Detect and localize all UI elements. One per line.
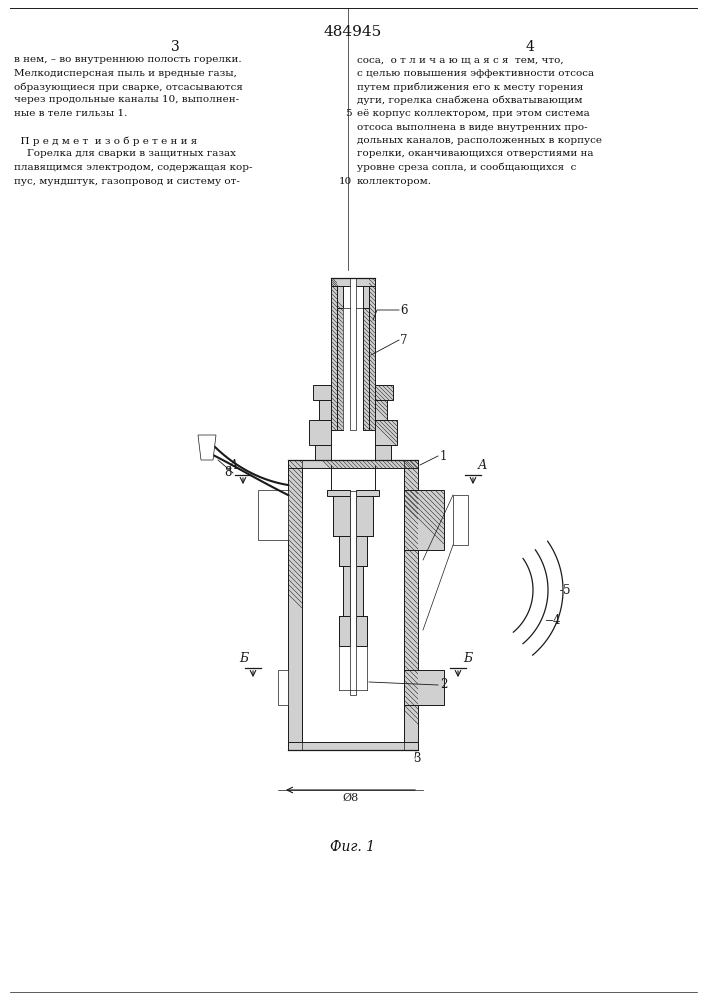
- Text: её корпус коллектором, при этом система: её корпус коллектором, при этом система: [357, 109, 590, 118]
- Bar: [278, 670, 288, 705]
- Polygon shape: [375, 400, 387, 420]
- Text: дольных каналов, расположенных в корпусе: дольных каналов, расположенных в корпусе: [357, 136, 602, 145]
- Text: А: А: [228, 459, 238, 472]
- Text: П р е д м е т  и з о б р е т е н и я: П р е д м е т и з о б р е т е н и я: [14, 136, 197, 145]
- Text: 10: 10: [339, 176, 352, 186]
- Polygon shape: [198, 435, 216, 460]
- Text: 4: 4: [525, 40, 534, 54]
- Text: отсоса выполнена в виде внутренних про-: отсоса выполнена в виде внутренних про-: [357, 122, 588, 131]
- Polygon shape: [288, 742, 418, 750]
- Text: А: А: [478, 459, 488, 472]
- Polygon shape: [315, 445, 331, 460]
- Polygon shape: [356, 616, 367, 646]
- Text: соса,  о т л и ч а ю щ а я с я  тем, что,: соса, о т л и ч а ю щ а я с я тем, что,: [357, 55, 563, 64]
- Polygon shape: [339, 616, 350, 646]
- Text: Мелкодисперсная пыль и вредные газы,: Мелкодисперсная пыль и вредные газы,: [14, 68, 237, 78]
- Bar: [453, 495, 468, 545]
- Polygon shape: [337, 278, 343, 308]
- Text: 3: 3: [170, 40, 180, 54]
- Text: пус, мундштук, газопровод и систему от-: пус, мундштук, газопровод и систему от-: [14, 176, 240, 186]
- Text: 5: 5: [346, 109, 352, 118]
- Text: 1: 1: [440, 450, 448, 462]
- Bar: [343, 308, 363, 430]
- Text: плавящимся электродом, содержащая кор-: плавящимся электродом, содержащая кор-: [14, 163, 252, 172]
- Polygon shape: [356, 566, 363, 616]
- Text: Б: Б: [239, 652, 248, 665]
- Polygon shape: [339, 536, 350, 566]
- Polygon shape: [343, 566, 350, 616]
- Text: с целью повышения эффективности отсоса: с целью повышения эффективности отсоса: [357, 68, 594, 78]
- Polygon shape: [288, 460, 418, 468]
- Text: коллектором.: коллектором.: [357, 176, 432, 186]
- Text: Горелка для сварки в защитных газах: Горелка для сварки в защитных газах: [14, 149, 236, 158]
- Polygon shape: [327, 490, 350, 496]
- Text: 7: 7: [400, 334, 407, 347]
- Bar: [350, 278, 356, 430]
- Text: 5: 5: [563, 584, 571, 596]
- Text: 3: 3: [413, 752, 421, 764]
- Text: Б: Б: [463, 652, 472, 665]
- Text: в нем, – во внутреннюю полость горелки.: в нем, – во внутреннюю полость горелки.: [14, 55, 242, 64]
- Text: путем приближения его к месту горения: путем приближения его к месту горения: [357, 82, 583, 92]
- Text: уровне среза сопла, и сообщающихся  с: уровне среза сопла, и сообщающихся с: [357, 163, 576, 172]
- Bar: [350, 491, 356, 695]
- Polygon shape: [313, 385, 331, 400]
- Polygon shape: [404, 460, 418, 750]
- Polygon shape: [331, 278, 337, 430]
- Polygon shape: [319, 400, 331, 420]
- Polygon shape: [375, 445, 391, 460]
- Text: 2: 2: [440, 678, 448, 692]
- Polygon shape: [404, 670, 444, 705]
- Text: 8: 8: [224, 466, 232, 480]
- Text: образующиеся при сварке, отсасываются: образующиеся при сварке, отсасываются: [14, 82, 243, 92]
- Text: 484945: 484945: [324, 25, 382, 39]
- Polygon shape: [356, 536, 367, 566]
- Polygon shape: [356, 490, 379, 496]
- Polygon shape: [404, 490, 444, 550]
- Polygon shape: [337, 308, 343, 430]
- Bar: [258, 490, 288, 540]
- Text: через продольные каналы 10, выполнен-: через продольные каналы 10, выполнен-: [14, 96, 239, 104]
- Text: Фиг. 1: Фиг. 1: [330, 840, 375, 854]
- Text: 6: 6: [400, 304, 407, 316]
- Polygon shape: [288, 460, 302, 750]
- Polygon shape: [363, 278, 369, 308]
- Polygon shape: [356, 496, 373, 536]
- Polygon shape: [363, 308, 369, 430]
- Polygon shape: [369, 278, 375, 430]
- Text: горелки, оканчивающихся отверстиями на: горелки, оканчивающихся отверстиями на: [357, 149, 593, 158]
- Polygon shape: [333, 496, 350, 536]
- Polygon shape: [309, 420, 331, 445]
- Text: 4: 4: [553, 613, 561, 626]
- Text: ные в теле гильзы 1.: ные в теле гильзы 1.: [14, 109, 127, 118]
- Polygon shape: [331, 278, 375, 286]
- Text: Ø8: Ø8: [342, 793, 358, 803]
- Text: дуги, горелка снабжена обхватывающим: дуги, горелка снабжена обхватывающим: [357, 96, 583, 105]
- Polygon shape: [375, 385, 393, 400]
- Polygon shape: [375, 420, 397, 445]
